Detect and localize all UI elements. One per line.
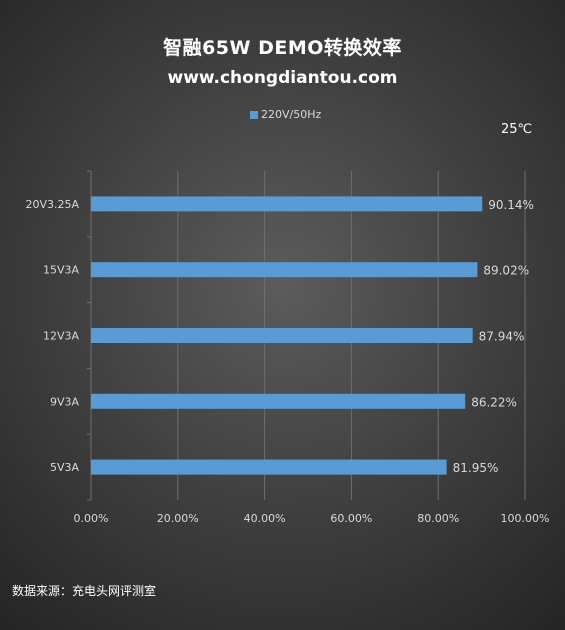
x-tick-label: 0.00%	[74, 512, 109, 525]
legend-swatch	[250, 110, 258, 119]
data-label: 87.94%	[479, 330, 525, 344]
data-label: 86.22%	[471, 395, 517, 409]
bar	[91, 196, 483, 212]
data-source-note: 数据来源：充电头网评测室	[12, 584, 157, 598]
category-label: 9V3A	[50, 395, 80, 408]
x-tick-label: 40.00%	[244, 512, 286, 525]
x-tick-label: 60.00%	[330, 512, 372, 525]
bar	[91, 459, 447, 475]
legend: 220V/50Hz	[250, 108, 321, 121]
category-label: 15V3A	[43, 264, 80, 277]
legend-label: 220V/50Hz	[261, 108, 322, 121]
temperature-label: 25℃	[501, 122, 533, 137]
category-label: 20V3.25A	[25, 198, 79, 211]
x-tick-label: 80.00%	[417, 512, 459, 525]
data-label: 81.95%	[453, 461, 499, 475]
bar	[91, 328, 473, 343]
bar	[91, 262, 478, 278]
data-label: 89.02%	[483, 264, 529, 278]
bar	[91, 393, 466, 409]
chart-subtitle: www.chongdiantou.com	[167, 68, 398, 88]
category-label: 5V3A	[50, 461, 80, 474]
category-label: 12V3A	[43, 330, 80, 343]
data-label: 90.14%	[488, 198, 534, 212]
x-tick-label: 100.00%	[501, 512, 550, 525]
x-tick-label: 20.00%	[157, 512, 199, 525]
chart-title: 智融65W DEMO转换效率	[163, 37, 402, 59]
